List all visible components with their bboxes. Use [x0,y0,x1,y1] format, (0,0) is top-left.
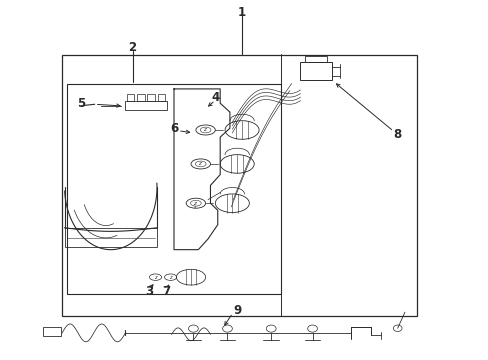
Text: z: z [203,127,205,132]
Bar [157,94,165,102]
Text: 6: 6 [169,122,178,135]
Bar [42,327,61,336]
Bar [62,55,416,316]
Bar [147,94,155,102]
Text: z: z [193,201,196,206]
Text: z: z [169,275,171,280]
Text: 9: 9 [233,304,241,317]
Text: 5: 5 [77,97,85,110]
Text: 4: 4 [211,91,219,104]
Text: ': ' [193,206,195,215]
Text: 2: 2 [128,41,137,54]
Bar [67,84,281,294]
Text: z: z [198,161,201,166]
Text: 7: 7 [163,285,170,298]
Bar [126,94,134,102]
Bar [125,102,166,111]
Text: 8: 8 [393,128,401,141]
Text: 3: 3 [145,285,153,298]
Bar [64,228,157,247]
Text: z: z [154,275,157,280]
Bar [305,56,326,62]
Bar [300,62,331,80]
Bar [137,94,144,102]
Text: 1: 1 [238,6,245,19]
